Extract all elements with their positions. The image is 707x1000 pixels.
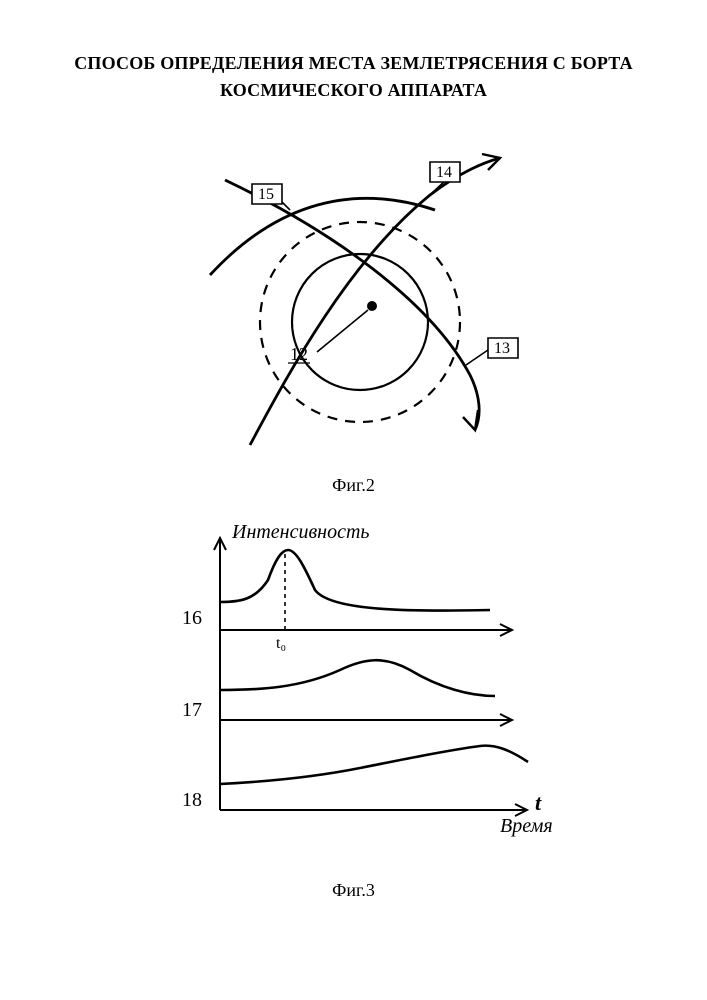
page-title: СПОСОБ ОПРЕДЕЛЕНИЯ МЕСТА ЗЕМЛЕТРЯСЕНИЯ С… — [0, 50, 707, 104]
figure-3-caption: Фиг.3 — [0, 880, 707, 901]
fig2-curve-13-arrow — [463, 410, 478, 430]
fig3-curve-18 — [220, 746, 528, 784]
fig2-label-12: 12 — [290, 344, 308, 364]
fig2-label-15: 15 — [258, 186, 274, 203]
fig3-t0-label: t₀ — [276, 635, 286, 652]
title-line-2: КОСМИЧЕСКОГО АППАРАТА — [220, 80, 487, 100]
fig2-curve-15 — [210, 198, 435, 275]
figure-2-svg: 12 13 14 15 — [170, 140, 530, 460]
fig3-curve-16 — [220, 550, 490, 611]
figure-3-svg: Интенсивность t Время t₀ 16 17 18 — [150, 510, 560, 840]
fig2-leader-13 — [466, 350, 488, 365]
fig2-label-13: 13 — [494, 340, 510, 357]
fig2-label-14: 14 — [436, 164, 452, 181]
fig3-row-label-17: 17 — [182, 699, 202, 721]
fig2-curve-14 — [250, 158, 500, 445]
figure-2: 12 13 14 15 — [170, 140, 530, 460]
fig2-solid-circle — [292, 254, 428, 390]
fig3-row-label-16: 16 — [182, 607, 202, 629]
figure-3: Интенсивность t Время t₀ 16 17 18 — [150, 510, 560, 840]
fig3-row-label-18: 18 — [182, 789, 202, 811]
fig3-y-label: Интенсивность — [231, 521, 370, 543]
fig2-curve-13 — [225, 180, 479, 430]
fig3-x-label-t: t — [535, 790, 542, 815]
title-line-1: СПОСОБ ОПРЕДЕЛЕНИЯ МЕСТА ЗЕМЛЕТРЯСЕНИЯ С… — [74, 53, 633, 73]
fig3-curve-17 — [220, 660, 495, 696]
fig2-center-dot — [367, 301, 377, 311]
figure-2-caption: Фиг.2 — [0, 475, 707, 496]
page: СПОСОБ ОПРЕДЕЛЕНИЯ МЕСТА ЗЕМЛЕТРЯСЕНИЯ С… — [0, 0, 707, 1000]
fig3-x-label-time: Время — [500, 815, 553, 837]
